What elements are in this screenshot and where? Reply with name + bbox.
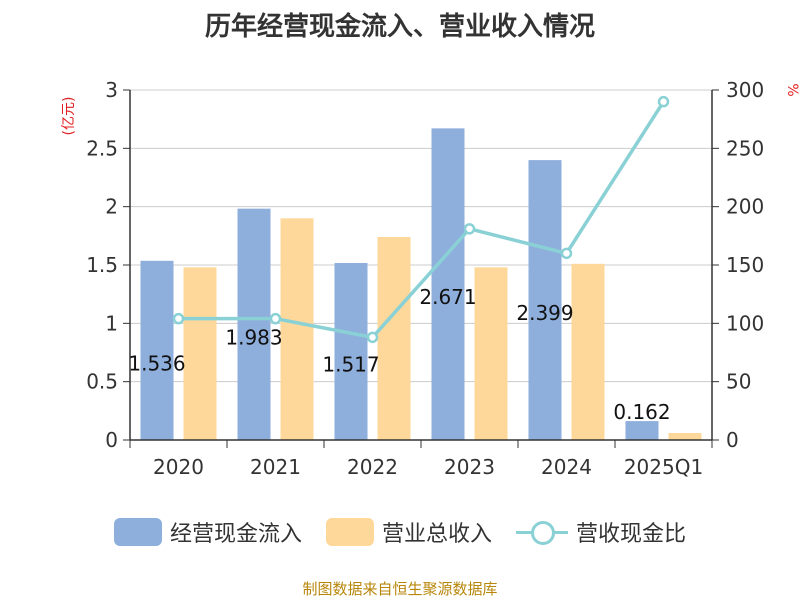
y-left-tick-label: 0 [105, 428, 118, 452]
y-left-tick-label: 1 [105, 311, 118, 335]
data-label-cash-inflow: 2.671 [419, 285, 476, 309]
y-left-tick-label: 0.5 [86, 370, 118, 394]
bar-revenue [571, 263, 605, 440]
bar-cash-inflow [237, 208, 271, 440]
legend-swatch-ratio [516, 518, 568, 546]
bar-revenue [183, 267, 217, 440]
x-tick-label: 2021 [250, 455, 301, 479]
grid-layer [130, 89, 712, 383]
x-tick-label: 2022 [347, 455, 398, 479]
bar-cash-inflow [140, 260, 174, 440]
bar-cash-inflow [431, 128, 465, 440]
y-left-unit: (亿元) [61, 97, 77, 136]
data-label-cash-inflow: 1.983 [225, 325, 282, 349]
y-right-tick-label: 150 [726, 253, 764, 277]
y-right-tick-label: 200 [726, 195, 764, 219]
label-layer: 1.536 1.983 1.517 2.671 2.399 0.162 [128, 285, 670, 424]
y-right-tick-label: 100 [726, 311, 764, 335]
y-right-tick-label: 50 [726, 370, 751, 394]
x-tick-label: 2020 [153, 455, 204, 479]
axis-layer: 0 0.5 1 1.5 2 2.5 3 0 50 100 150 200 250 300 (亿元)% 2020… [61, 78, 800, 479]
legend-label-revenue: 营业总收入 [381, 522, 492, 547]
bar-revenue [280, 218, 314, 440]
x-tick-label: 2024 [541, 455, 592, 479]
bar-cash-inflow [528, 160, 562, 440]
bar-cash-inflow [625, 421, 659, 440]
bar-revenue [474, 267, 508, 440]
y-left-tick-label: 3 [105, 78, 118, 102]
data-label-cash-inflow: 0.162 [613, 400, 670, 424]
legend: 经营现金流入 营业总收入 营收现金比 [0, 516, 800, 548]
legend-label-ratio: 营收现金比 [576, 522, 687, 547]
line-layer [172, 95, 670, 344]
ratio-point [269, 312, 282, 325]
y-right-tick-label: 300 [726, 78, 764, 102]
y-right-tick-label: 0 [726, 428, 739, 452]
legend-item-ratio[interactable]: 营收现金比 [516, 516, 686, 548]
bar-layer [140, 128, 702, 440]
y-right-tick-label: 250 [726, 136, 764, 160]
ratio-line [178, 100, 665, 340]
data-label-cash-inflow: 1.536 [128, 351, 185, 375]
y-left-tick-label: 2.5 [86, 136, 118, 160]
ratio-point [463, 223, 476, 235]
legend-item-revenue[interactable]: 营业总收入 [325, 516, 492, 548]
bar-cash-inflow [334, 263, 368, 440]
y-left-tick-label: 2 [105, 195, 118, 219]
legend-swatch-revenue [325, 518, 374, 546]
bar-revenue [377, 237, 411, 440]
y-left-tick-label: 1.5 [86, 253, 118, 277]
x-tick-label: 2025Q1 [624, 455, 703, 479]
chart-plot: 0 0.5 1 1.5 2 2.5 3 0 50 100 150 200 250 300 (亿元)% 2020… [61, 78, 800, 479]
y-right-unit: % [784, 83, 800, 96]
ratio-point [657, 95, 670, 108]
data-label-cash-inflow: 1.517 [322, 353, 379, 377]
x-tick-label: 2023 [444, 455, 495, 479]
bar-revenue [668, 433, 702, 440]
footer-source: 制图数据来自恒生聚源数据库 [302, 580, 498, 598]
ratio-point [366, 331, 379, 344]
ratio-point [172, 312, 185, 325]
data-label-cash-inflow: 2.399 [516, 301, 573, 325]
ratio-point [560, 247, 573, 260]
legend-swatch-cash-inflow [113, 518, 162, 546]
legend-item-cash-inflow[interactable]: 经营现金流入 [113, 516, 302, 548]
legend-label-cash-inflow: 经营现金流入 [169, 522, 302, 547]
chart-title: 历年经营现金流入、营业收入情况 [204, 12, 595, 42]
